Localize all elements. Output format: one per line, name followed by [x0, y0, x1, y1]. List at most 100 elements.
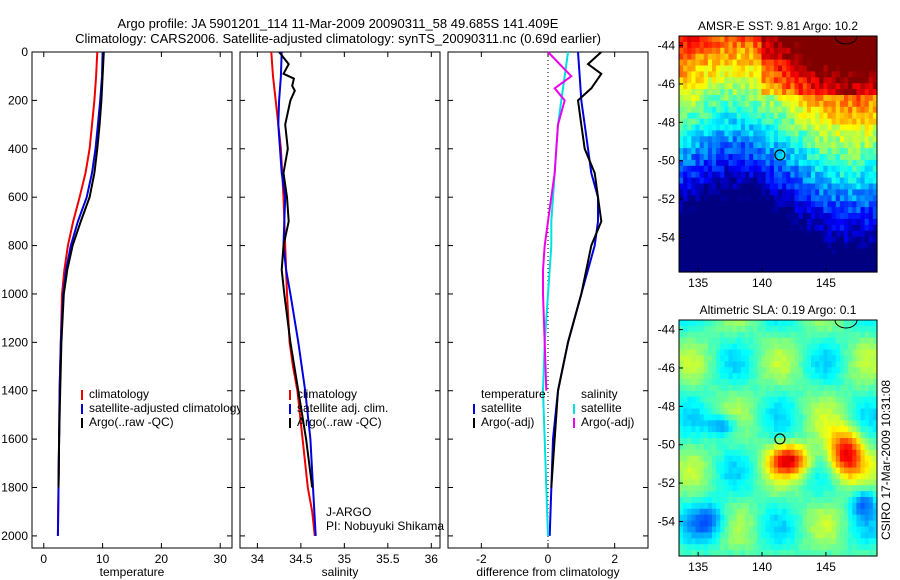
map-cell — [736, 373, 742, 380]
map-cell — [765, 420, 771, 427]
map-cell — [757, 189, 763, 196]
map-cell — [782, 65, 787, 72]
map-cell — [679, 260, 684, 267]
map-cell — [835, 426, 841, 433]
map-cell — [864, 473, 870, 480]
map-cell — [749, 367, 754, 374]
map-cell — [872, 207, 878, 214]
map-cell — [856, 343, 862, 351]
map-cell — [819, 331, 824, 339]
map-cell — [724, 320, 730, 327]
map-cell — [794, 349, 800, 356]
x-tick-label: 34 — [251, 552, 265, 566]
map-cell — [864, 154, 870, 161]
map-cell — [736, 230, 742, 238]
map-cell — [798, 159, 804, 167]
map-cell — [790, 479, 796, 486]
map-cell — [749, 136, 754, 143]
map-cell — [778, 337, 783, 345]
map-cell — [745, 218, 750, 226]
map-cell — [687, 455, 692, 463]
map-cell — [716, 449, 721, 457]
map-cell — [773, 159, 779, 167]
map-cell — [860, 384, 866, 392]
map-cell — [765, 89, 771, 96]
map-cell — [728, 171, 734, 179]
map-cell — [835, 218, 841, 226]
map-cell — [707, 177, 713, 185]
map-cell — [761, 207, 767, 214]
map-cell — [794, 89, 800, 96]
map-cell — [839, 438, 845, 445]
map-cell — [778, 390, 783, 398]
map-cell — [798, 254, 804, 261]
map-cell — [811, 36, 816, 43]
map-cell — [728, 41, 734, 49]
map-cell — [852, 77, 857, 84]
map-cell — [773, 41, 779, 49]
map-cell — [728, 112, 734, 120]
map-cell — [757, 142, 763, 149]
map-cell — [860, 112, 866, 120]
map-cell — [782, 449, 787, 457]
map-cell — [749, 550, 754, 557]
map-cell — [835, 112, 841, 120]
map-cell — [753, 41, 758, 49]
map-cell — [860, 95, 866, 102]
map-cell — [864, 165, 870, 173]
map-cell — [831, 467, 837, 474]
map-cell — [695, 177, 701, 185]
map-cell — [790, 71, 796, 78]
map-cell — [728, 47, 734, 55]
map-cell — [695, 355, 701, 362]
map-cell — [790, 106, 796, 114]
map-cell — [703, 325, 709, 333]
map-cell — [872, 420, 878, 427]
map-cell — [806, 420, 812, 427]
map-cell — [687, 71, 692, 78]
map-cell — [831, 502, 837, 510]
map-cell — [790, 207, 796, 214]
map-cell — [707, 331, 713, 339]
map-cell — [687, 432, 692, 439]
map-cell — [773, 47, 779, 55]
map-cell — [699, 230, 705, 238]
map-cell — [790, 379, 796, 386]
map-cell — [794, 118, 800, 126]
map-cell — [712, 402, 717, 410]
map-cell — [872, 254, 878, 261]
map-cell — [761, 449, 767, 457]
map-cell — [695, 367, 701, 374]
map-cell — [745, 242, 750, 249]
map-cell — [778, 396, 783, 404]
map-cell — [815, 502, 820, 510]
map-cell — [740, 455, 746, 463]
map-cell — [707, 159, 713, 167]
map-cell — [716, 384, 721, 392]
map-cell — [691, 100, 697, 108]
map-cell — [769, 124, 775, 131]
map-cell — [778, 538, 783, 545]
map-cell — [872, 242, 878, 249]
y-tick-label: -52 — [658, 192, 676, 206]
map-cell — [773, 207, 779, 214]
map-cell — [745, 520, 750, 528]
map-cell — [872, 118, 878, 126]
corner-contour — [834, 35, 858, 45]
map-cell — [695, 449, 701, 457]
map-cell — [786, 213, 791, 220]
map-cell — [798, 106, 804, 114]
map-cell — [811, 461, 816, 469]
map-cell — [839, 343, 845, 351]
map-cell — [872, 432, 878, 439]
map-cell — [831, 195, 837, 202]
map-cell — [844, 201, 849, 208]
map-cell — [707, 550, 713, 557]
map-cell — [757, 538, 763, 545]
map-cell — [852, 355, 857, 362]
map-cell — [728, 485, 734, 492]
map-cell — [839, 367, 845, 374]
map-cell — [778, 461, 783, 469]
map-cell — [712, 53, 717, 61]
map-cell — [683, 331, 688, 339]
